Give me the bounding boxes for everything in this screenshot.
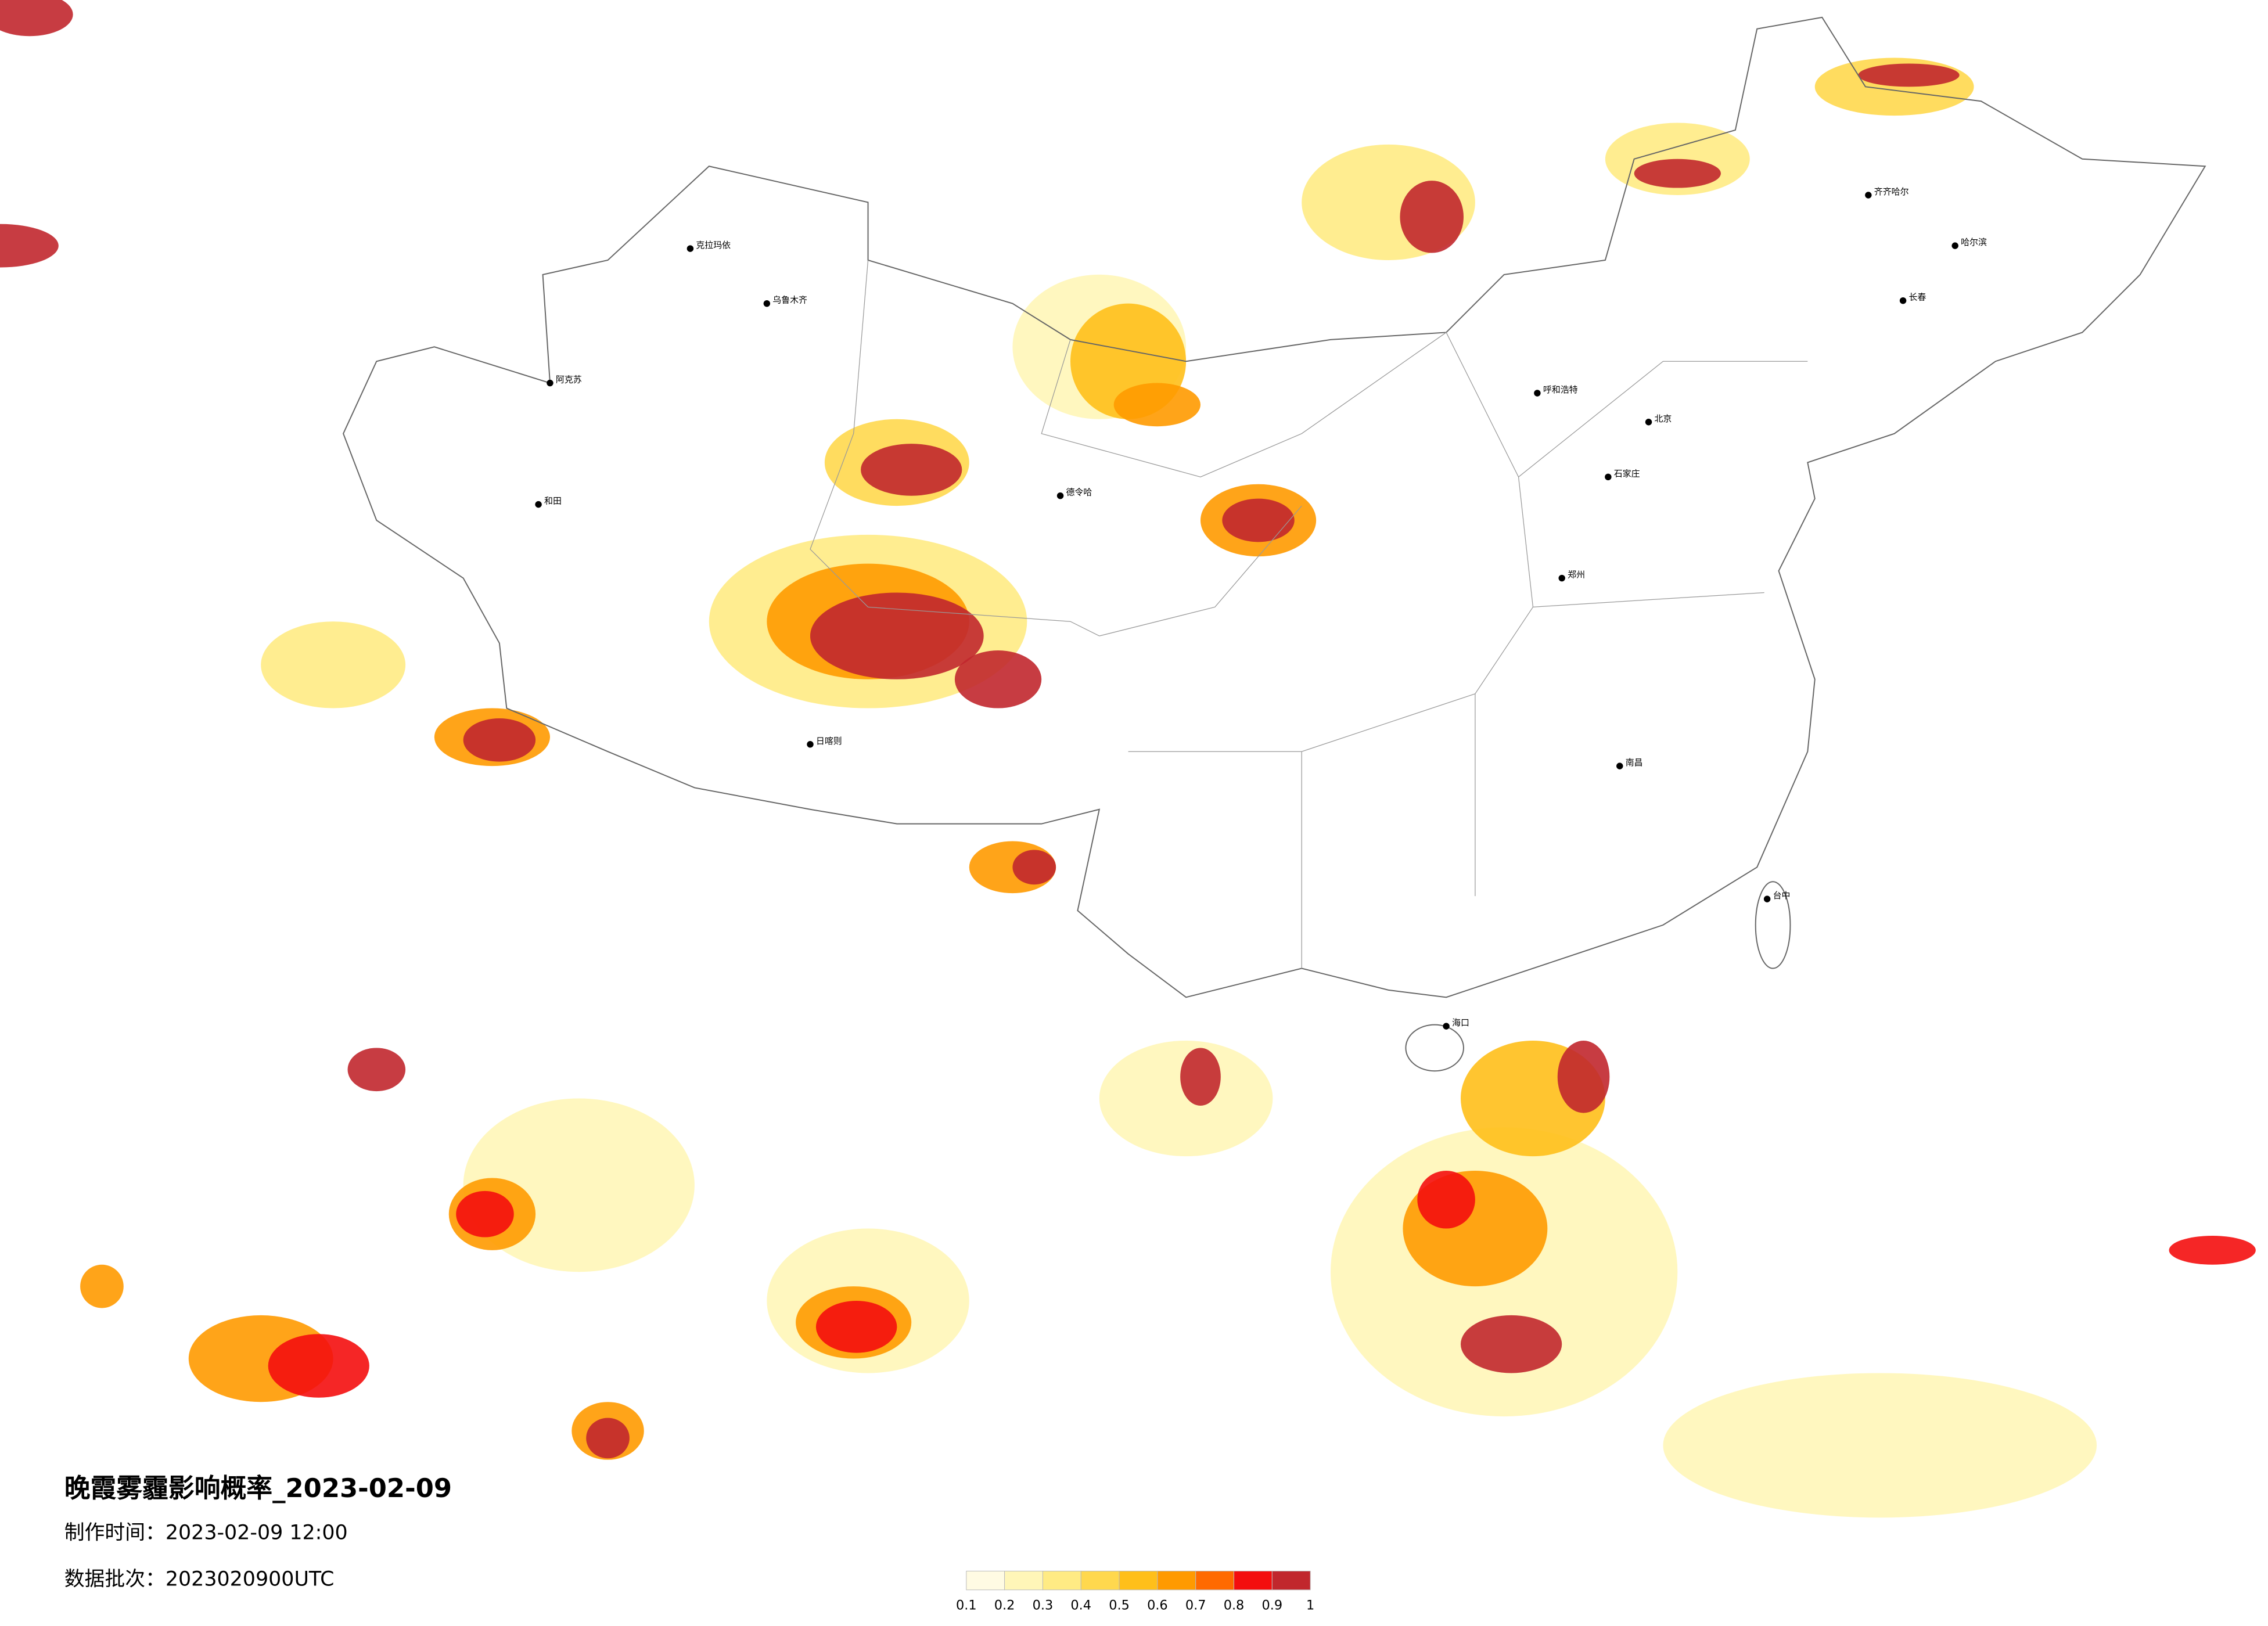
haze-patch	[268, 1334, 369, 1398]
legend-tick-label: 0.3	[1033, 1598, 1054, 1613]
haze-patch	[456, 1190, 514, 1238]
haze-patch	[1400, 181, 1464, 253]
haze-field	[0, 0, 2256, 1518]
haze-patch	[1113, 383, 1201, 427]
haze-patch	[1858, 63, 1960, 87]
title: 晚霞雾霾影响概率_2023-02-09	[64, 1473, 452, 1503]
legend-swatch	[1271, 1570, 1311, 1591]
city-label: 哈尔滨	[1961, 237, 1987, 247]
haze-patch	[1222, 498, 1295, 542]
city-label: 海口	[1452, 1017, 1469, 1028]
haze-patch	[586, 1418, 630, 1459]
legend-swatch	[1234, 1570, 1273, 1591]
haze-patch	[1012, 850, 1056, 885]
legend-swatch	[1042, 1570, 1081, 1591]
haze-patch	[1099, 1041, 1273, 1157]
taiwan-outline	[1755, 881, 1791, 969]
city-dot	[535, 501, 542, 508]
city-label: 南昌	[1626, 757, 1643, 768]
city-dot	[807, 741, 814, 748]
legend-tick-label: 0.5	[1109, 1598, 1130, 1613]
city-label: 日喀则	[816, 736, 842, 746]
haze-patch	[2169, 1236, 2256, 1265]
city-dot	[763, 300, 771, 307]
city-dot	[1443, 1023, 1450, 1030]
haze-patch	[1663, 1373, 2097, 1518]
city-dot	[1605, 473, 1612, 481]
province-lines	[810, 260, 1808, 969]
city-dot	[547, 379, 553, 387]
haze-patch	[1180, 1048, 1221, 1106]
city-label: 德令哈	[1066, 487, 1092, 498]
city-dot	[1616, 762, 1623, 769]
haze-patch	[347, 1048, 406, 1092]
legend-tick-label: 0.7	[1185, 1598, 1206, 1613]
legend-swatch	[1080, 1570, 1120, 1591]
legend-tick-label: 0.1	[956, 1598, 977, 1613]
legend-tick-label: 0.4	[1070, 1598, 1091, 1613]
haze-patch	[0, 224, 59, 268]
city-label: 和田	[544, 496, 562, 506]
city-dot	[1558, 574, 1565, 582]
haze-patch	[861, 444, 962, 496]
city-label: 台中	[1773, 890, 1791, 901]
haze-patch	[815, 1301, 897, 1353]
legend-tick-label: 0.2	[994, 1598, 1015, 1613]
haze-patch	[80, 1264, 124, 1308]
haze-patch	[810, 592, 984, 679]
city-label: 齐齐哈尔	[1874, 186, 1909, 197]
haze-patch	[261, 621, 406, 708]
city-dot	[1951, 242, 1958, 249]
made-time: 制作时间：2023-02-09 12:00	[64, 1521, 348, 1545]
legend-tick-label: 0.8	[1224, 1598, 1245, 1613]
city-label: 郑州	[1568, 570, 1585, 580]
city-label: 乌鲁木齐	[772, 295, 807, 305]
legend: 0.1 0.2 0.3 0.4 0.5 0.6 0.7 0.8 0.9 1	[956, 1570, 1314, 1613]
legend-tick-label: 1	[1306, 1598, 1314, 1613]
city-dot	[1534, 390, 1541, 397]
haze-patch	[1417, 1171, 1475, 1229]
hainan-outline	[1405, 1024, 1464, 1072]
city-dot	[686, 245, 694, 252]
city-dot	[1645, 419, 1652, 426]
city-dot	[1763, 895, 1771, 902]
legend-swatch	[1119, 1570, 1158, 1591]
city-dot	[1899, 297, 1907, 304]
haze-patch	[1557, 1041, 1610, 1113]
country-outline	[342, 16, 2206, 998]
city-dot	[1056, 492, 1064, 499]
city-label: 石家庄	[1614, 468, 1640, 479]
legend-swatch	[1004, 1570, 1043, 1591]
haze-patch	[463, 718, 536, 762]
haze-patch	[0, 0, 73, 37]
city-label: 克拉玛依	[696, 240, 731, 250]
city-label: 呼和浩特	[1543, 384, 1578, 395]
legend-swatch	[1195, 1570, 1235, 1591]
data-batch: 数据批次：2023020900UTC	[64, 1567, 335, 1591]
city-label: 北京	[1655, 413, 1672, 424]
haze-patch	[1460, 1315, 1562, 1373]
legend-swatch	[966, 1570, 1005, 1591]
city-dot	[1865, 192, 1872, 199]
legend-tick-label: 0.9	[1262, 1598, 1283, 1613]
city-label: 阿克苏	[556, 375, 582, 385]
legend-swatch	[1157, 1570, 1196, 1591]
haze-patch	[1634, 159, 1721, 188]
city-label: 长春	[1909, 292, 1926, 303]
haze-patch	[954, 650, 1042, 708]
legend-tick-label: 0.6	[1147, 1598, 1168, 1613]
